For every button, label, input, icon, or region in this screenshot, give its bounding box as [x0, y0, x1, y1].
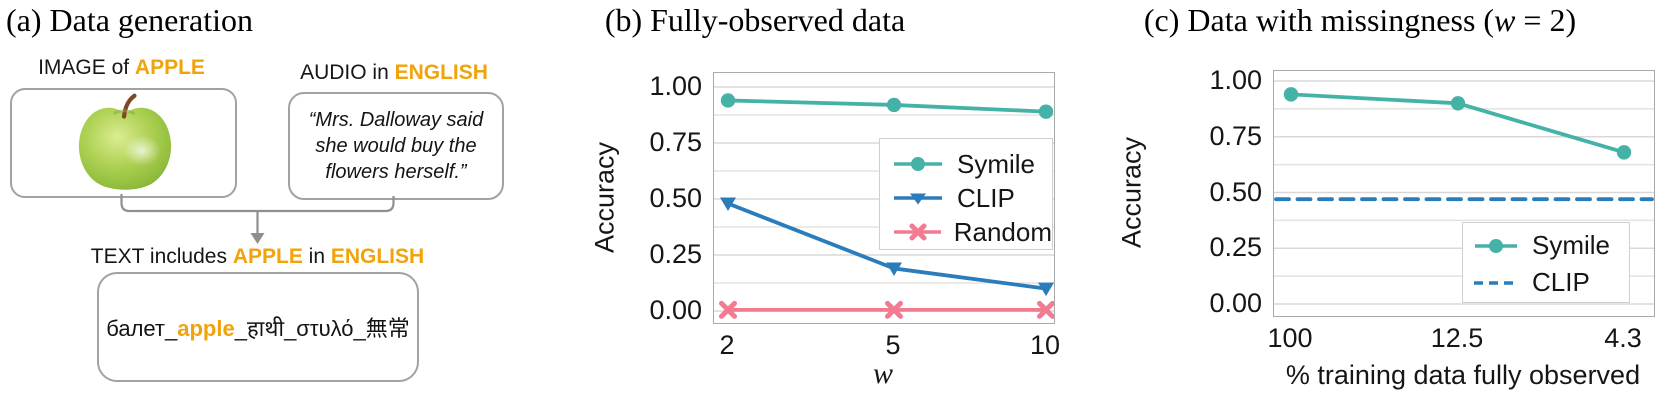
y-tick-label: 0.50 [1209, 176, 1262, 207]
y-tick-label: 0.00 [1209, 288, 1262, 318]
legend-label-symile: Symile [1532, 230, 1611, 260]
generated-text-post: _हाथी_στυλό_無常 [234, 316, 410, 341]
generated-text-pre: балет_ [106, 316, 178, 341]
panel-b-y-axis-label: Accuracy [589, 141, 620, 253]
audio-quote-line: “Mrs. Dalloway said [308, 109, 484, 131]
panel-b-x-axis-label: w [872, 357, 893, 390]
legend-label-clip: CLIP [1532, 267, 1590, 297]
text-modality-label: TEXT includes APPLE in ENGLISH [60, 245, 455, 269]
clip-line-sample [894, 193, 942, 205]
audio-sample-box: “Mrs. Dalloway said she would buy the fl… [288, 92, 504, 200]
merge-arrow [120, 194, 395, 244]
y-tick-label: 0.25 [1209, 232, 1262, 263]
x-tick-label: 2 [719, 330, 735, 360]
legend-label-symile: Symile [957, 148, 1036, 179]
legend-label-random: Random [953, 216, 1052, 247]
text-label-highlight-english: ENGLISH [330, 245, 425, 268]
y-tick-label: 0.25 [649, 239, 702, 269]
y-tick-label: 1.00 [649, 71, 702, 101]
panel-c-y-axis-label: Accuracy [1116, 136, 1147, 249]
random-line-sample [894, 223, 941, 241]
image-label-text: IMAGE of [38, 56, 135, 79]
legend-row-symile: Symile [1473, 227, 1629, 264]
x-tick-label: 12.5 [1430, 323, 1484, 353]
audio-modality-label: AUDIO in ENGLISH [288, 61, 500, 85]
y-tick-label: 0.00 [649, 295, 702, 325]
y-tick-label: 1.00 [1209, 65, 1262, 95]
panel-c-title-suffix: = 2) [1515, 2, 1577, 38]
symile-line-sample [1475, 238, 1517, 253]
y-tick-label: 0.75 [1209, 120, 1262, 151]
audio-label-text: AUDIO in [300, 61, 395, 84]
x-tick-label: 4.3 [1604, 323, 1642, 353]
panel-c-legend: Symile CLIP [1462, 222, 1630, 303]
panel-c-x-axis-label: % training data fully observed [1285, 360, 1641, 390]
text-sample-box: балет_apple_हाथी_στυλό_無常 [97, 272, 419, 382]
y-tick-label: 0.75 [649, 127, 702, 157]
image-sample-box [10, 88, 237, 198]
image-label-highlight: APPLE [134, 56, 205, 79]
legend-row-symile: Symile [892, 147, 1052, 181]
symile-line-sample [894, 157, 942, 171]
legend-row-random: Random [892, 215, 1052, 249]
audio-quote-line: she would buy the [315, 135, 477, 157]
legend-row-clip: CLIP [1473, 264, 1629, 301]
panel-c-title: (c) Data with missingness (w = 2) [1130, 2, 1590, 39]
panel-a-title: (a) Data generation [6, 2, 253, 38]
x-tick-label: 100 [1267, 323, 1313, 353]
text-label-part2: in [302, 245, 331, 268]
generated-text: балет_apple_हाथी_στυλό_無常 [106, 311, 410, 343]
legend-row-clip: CLIP [892, 181, 1052, 215]
audio-label-highlight: ENGLISH [394, 61, 488, 84]
panel-c-title-prefix: (c) Data with missingness ( [1143, 2, 1495, 38]
audio-quote-line: flowers herself.” [325, 161, 467, 183]
text-label-part1: TEXT includes [90, 245, 233, 268]
x-tick-label: 5 [885, 330, 901, 360]
legend-label-clip: CLIP [957, 182, 1015, 213]
y-tick-label: 0.50 [649, 183, 702, 213]
panel-b-legend: Symile CLIP Random [879, 138, 1053, 250]
text-label-highlight-apple: APPLE [232, 245, 303, 268]
clip-dashed-line-sample [1474, 280, 1518, 285]
generated-text-highlight: apple [177, 316, 235, 341]
image-modality-label: IMAGE of APPLE [10, 56, 233, 80]
panel-c-title-variable: w [1494, 2, 1516, 38]
apple-image [78, 93, 172, 190]
panel-b-title: (b) Fully-observed data [604, 2, 906, 38]
x-tick-label: 10 [1029, 330, 1061, 360]
